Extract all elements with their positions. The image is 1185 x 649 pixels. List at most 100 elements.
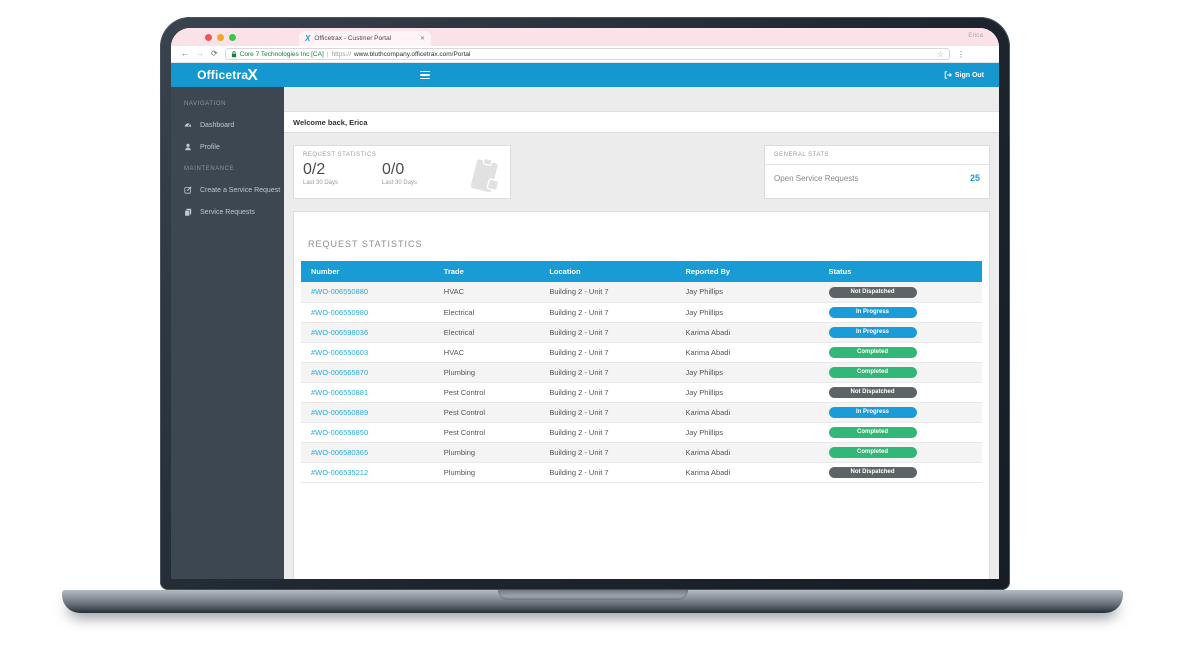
location-cell: Building 2 - Unit 7 bbox=[549, 307, 609, 317]
location-cell: Building 2 - Unit 7 bbox=[549, 387, 609, 397]
column-header-status[interactable]: Status bbox=[818, 261, 982, 282]
sidebar-item-create-service-request[interactable]: Create a Service Request bbox=[171, 179, 284, 201]
request-statistics-card: REQUEST STATISTICS 0/2 Last 30 Days 0/0 … bbox=[293, 145, 511, 199]
requests-table-body: #WO-006550880 HVAC Building 2 - Unit 7 Jay … bbox=[301, 282, 982, 483]
requests-table-title: REQUEST STATISTICS bbox=[308, 239, 423, 249]
welcome-banner: Welcome back, Erica bbox=[284, 111, 999, 133]
table-row: #WO-006535212 Plumbing Building 2 - Unit 7… bbox=[301, 462, 982, 483]
reported-by-cell: Jay Phillips bbox=[685, 367, 724, 377]
address-bar[interactable]: Core 7 Technologies Inc [CA] | https:// … bbox=[224, 48, 950, 60]
minimize-window-icon[interactable] bbox=[217, 34, 224, 41]
close-window-icon[interactable] bbox=[205, 34, 212, 41]
maximize-window-icon[interactable] bbox=[229, 34, 236, 41]
reported-by-cell: Jay Phillips bbox=[685, 427, 724, 437]
trade-cell: Plumbing bbox=[443, 467, 476, 477]
sidebar-item-dashboard[interactable]: Dashboard bbox=[171, 114, 284, 136]
officetrax-favicon-icon: X bbox=[305, 33, 311, 43]
sidebar-item-profile[interactable]: Profile bbox=[171, 136, 284, 158]
stat-open-requests: 0/2 Last 30 Days bbox=[303, 161, 338, 186]
sidebar-item-service-requests[interactable]: Service Requests bbox=[171, 201, 284, 223]
dashboard-icon bbox=[184, 123, 192, 127]
sidebar: NAVIGATION Dashboard Profile MAINTENANCE bbox=[171, 87, 284, 579]
officetrax-logo: OfficetraX bbox=[171, 66, 284, 85]
table-row: #WO-006550881 Pest Control Building 2 - Un… bbox=[301, 382, 982, 403]
bookmark-star-icon[interactable]: ☆ bbox=[936, 49, 944, 59]
trade-cell: Pest Control bbox=[443, 407, 486, 417]
status-badge: Not Dispatched bbox=[828, 467, 917, 478]
column-header-location[interactable]: Location bbox=[539, 261, 676, 282]
work-order-link[interactable]: #WO-006550603 bbox=[311, 347, 369, 357]
open-service-requests-count[interactable]: 25 bbox=[969, 173, 980, 183]
browser-tab[interactable]: X Officetrax - Custmer Portal ✕ bbox=[299, 31, 431, 46]
sign-out-label: Sign Out bbox=[954, 71, 984, 79]
logo-text: Officetra bbox=[197, 67, 249, 82]
ev-certificate-name: Core 7 Technologies Inc [CA] bbox=[239, 50, 324, 58]
column-header-reported-by[interactable]: Reported By bbox=[675, 261, 819, 282]
work-order-link[interactable]: #WO-006556850 bbox=[311, 427, 369, 437]
reported-by-cell: Jay Phillips bbox=[685, 387, 724, 397]
menu-toggle-icon[interactable] bbox=[420, 70, 430, 80]
trade-cell: HVAC bbox=[443, 347, 465, 357]
sign-out-button[interactable]: Sign Out bbox=[944, 71, 984, 79]
work-order-link[interactable]: #WO-006535212 bbox=[311, 467, 369, 477]
work-order-link[interactable]: #WO-006580365 bbox=[311, 447, 369, 457]
work-order-link[interactable]: #WO-006550980 bbox=[311, 307, 369, 317]
trade-cell: Plumbing bbox=[443, 367, 476, 377]
table-row: #WO-006580365 Plumbing Building 2 - Unit 7… bbox=[301, 442, 982, 463]
url-scheme: https:// bbox=[331, 50, 351, 58]
location-cell: Building 2 - Unit 7 bbox=[549, 367, 609, 377]
tab-title: Officetrax - Custmer Portal bbox=[314, 35, 392, 42]
status-badge: Completed bbox=[828, 447, 917, 458]
reported-by-cell: Jay Phillips bbox=[685, 287, 724, 297]
trade-cell: Pest Control bbox=[443, 427, 486, 437]
main-row: NAVIGATION Dashboard Profile MAINTENANCE bbox=[171, 87, 999, 579]
forward-icon[interactable]: → bbox=[196, 49, 204, 58]
status-badge: In Progress bbox=[828, 327, 917, 338]
url-separator: | bbox=[326, 50, 329, 58]
reload-icon[interactable]: ⟳ bbox=[211, 49, 218, 58]
trade-cell: HVAC bbox=[443, 287, 465, 297]
table-row: #WO-006550603 HVAC Building 2 - Unit 7 Kari… bbox=[301, 342, 982, 363]
browser-menu-icon[interactable]: ⋮ bbox=[957, 49, 965, 59]
work-order-link[interactable]: #WO-006565870 bbox=[311, 367, 369, 377]
column-header-number[interactable]: Number bbox=[301, 261, 434, 282]
general-stats-card-title: GENERAL STATS bbox=[765, 146, 989, 165]
back-icon[interactable]: ← bbox=[181, 49, 189, 58]
location-cell: Building 2 - Unit 7 bbox=[549, 287, 609, 297]
work-order-link[interactable]: #WO-006550880 bbox=[311, 287, 369, 297]
requests-table-panel: REQUEST STATISTICS Number Trade Location bbox=[293, 211, 990, 579]
sign-out-icon bbox=[944, 71, 952, 79]
stat-caption: Last 30 Days bbox=[382, 179, 418, 186]
sidebar-item-label: Dashboard bbox=[200, 121, 235, 129]
table-row: #WO-006565870 Plumbing Building 2 - Unit 7… bbox=[301, 362, 982, 383]
table-row: #WO-006550980 Electrical Building 2 - Unit… bbox=[301, 302, 982, 323]
trade-cell: Electrical bbox=[443, 307, 475, 317]
location-cell: Building 2 - Unit 7 bbox=[549, 347, 609, 357]
reported-by-cell: Karima Abadi bbox=[685, 467, 731, 477]
browser-window: X Officetrax - Custmer Portal ✕ Erica ← … bbox=[171, 28, 999, 579]
location-cell: Building 2 - Unit 7 bbox=[549, 407, 609, 417]
logo-x: X bbox=[247, 66, 258, 84]
work-order-link[interactable]: #WO-006598036 bbox=[311, 327, 369, 337]
work-order-link[interactable]: #WO-006550881 bbox=[311, 387, 369, 397]
browser-toolbar: ← → ⟳ Core 7 Technologies Inc [CA] | htt… bbox=[171, 46, 999, 63]
trade-cell: Plumbing bbox=[443, 447, 476, 457]
status-badge: In Progress bbox=[828, 307, 917, 318]
clipboard-icon bbox=[470, 157, 500, 193]
sidebar-section-maintenance: MAINTENANCE bbox=[184, 166, 235, 172]
create-request-icon bbox=[184, 186, 192, 194]
stat-value: 0/0 bbox=[382, 161, 405, 178]
request-statistics-card-title: REQUEST STATISTICS bbox=[303, 152, 377, 158]
table-row: #WO-006550889 Pest Control Building 2 - Un… bbox=[301, 402, 982, 423]
window-controls[interactable] bbox=[205, 34, 236, 41]
sidebar-item-label: Create a Service Request bbox=[200, 186, 281, 194]
location-cell: Building 2 - Unit 7 bbox=[549, 327, 609, 337]
tab-close-icon[interactable]: ✕ bbox=[419, 36, 425, 42]
column-header-trade[interactable]: Trade bbox=[433, 261, 540, 282]
status-badge: Completed bbox=[828, 367, 917, 378]
profile-icon bbox=[185, 143, 191, 151]
work-order-link[interactable]: #WO-006550889 bbox=[311, 407, 369, 417]
location-cell: Building 2 - Unit 7 bbox=[549, 427, 609, 437]
laptop-base-notch bbox=[497, 590, 688, 600]
requests-table: Number Trade Location Reported By Status… bbox=[301, 261, 982, 483]
